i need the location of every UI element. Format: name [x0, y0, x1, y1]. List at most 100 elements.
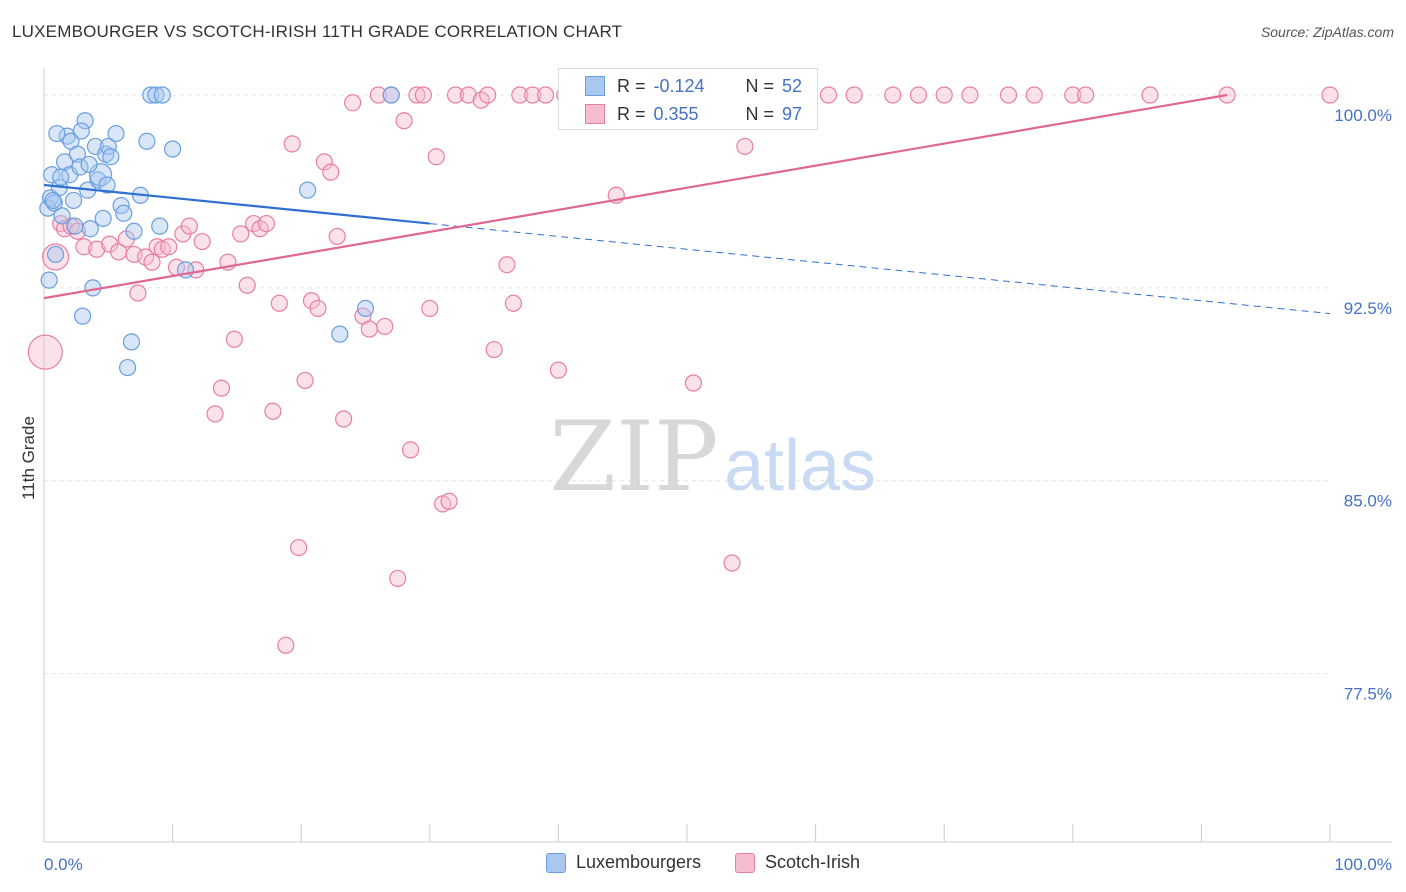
luxembourger-point — [46, 245, 65, 264]
scotch-irish-point — [408, 86, 426, 104]
scotch-irish-point — [1141, 86, 1159, 104]
luxembourger-point — [164, 140, 182, 158]
scotch-irish-point — [193, 232, 211, 251]
scotch-irish-point — [421, 299, 439, 318]
series-legend: Luxembourgers Scotch-Irish — [0, 852, 1406, 873]
r-value: 0.355 — [653, 103, 699, 124]
scotch-irish-point — [909, 86, 928, 104]
luxembourger-point — [99, 137, 117, 156]
scotch-irish-point — [401, 441, 420, 459]
scotch-irish-points — [27, 86, 1339, 654]
scotch-irish-point — [459, 86, 477, 104]
scotch-irish-point — [511, 86, 529, 104]
y-tick-label: 92.5% — [1344, 299, 1392, 318]
luxembourger-point — [125, 222, 143, 240]
luxembourger-point — [382, 86, 400, 104]
x-tick-label: 100.0% — [1334, 855, 1392, 874]
scotch-irish-point — [884, 86, 902, 104]
scotch-irish-point — [498, 256, 516, 274]
legend-item-luxembourgers[interactable]: Luxembourgers — [545, 852, 702, 873]
scotch-irish-trend-line — [43, 93, 1228, 300]
scotch-irish-point — [264, 402, 282, 420]
luxembourger-point — [73, 307, 92, 325]
scotch-irish-point — [315, 153, 333, 171]
scotch-irish-point — [549, 361, 568, 379]
scotch-irish-point — [999, 86, 1018, 104]
scotch-irish-point — [504, 294, 522, 312]
luxembourger-point — [118, 358, 137, 377]
scotch-irish-point — [1077, 86, 1095, 104]
legend-swatch-scotch-irish — [735, 852, 756, 873]
scotch-irish-point — [257, 214, 276, 233]
legend-label-luxembourgers: Luxembourgers — [575, 852, 702, 872]
luxembourger-point — [53, 207, 71, 225]
scotch-irish-point — [536, 86, 555, 104]
legend-label-scotch-irish: Scotch-Irish — [765, 852, 861, 872]
scotch-irish-point — [309, 299, 327, 318]
scotch-irish-point — [296, 371, 314, 390]
r-label: R = — [617, 103, 646, 124]
scotch-irish-point — [88, 240, 106, 258]
r-label: R = — [617, 75, 646, 96]
luxembourger-point — [138, 132, 156, 150]
scotch-irish-point — [143, 253, 161, 271]
luxembourger-point — [94, 209, 112, 228]
scotch-irish-point — [961, 86, 979, 104]
luxembourger-point — [331, 325, 349, 343]
luxembourger-point — [44, 191, 62, 210]
r-value: -0.124 — [653, 75, 705, 96]
luxembourger-point — [147, 86, 165, 104]
n-value: 52 — [782, 75, 803, 96]
luxembourger-point — [102, 148, 120, 166]
luxembourger-trend-line — [43, 183, 430, 225]
scotch-irish-point — [238, 276, 256, 294]
luxembourger-point — [40, 271, 58, 289]
scotch-irish-point — [446, 86, 465, 104]
legend-swatch-luxembourgers — [585, 76, 605, 96]
luxembourger-point — [115, 204, 133, 222]
scotch-irish-point — [277, 636, 295, 654]
luxembourger-points — [39, 86, 400, 377]
scotch-irish-point — [389, 569, 407, 588]
y-tick-label: 100.0% — [1334, 106, 1392, 125]
stats-row-luxembourgers: R = -0.124 N = 52 — [585, 73, 802, 99]
scotch-irish-point — [290, 538, 308, 557]
watermark: ZIP atlas — [549, 401, 876, 513]
scotch-irish-point — [1025, 86, 1043, 104]
y-tick-labels: 100.0% 92.5% 85.0% 77.5% — [1334, 106, 1392, 704]
luxembourger-point — [80, 155, 98, 174]
legend-swatch-luxembourgers — [545, 852, 566, 873]
scotch-irish-point — [935, 86, 953, 104]
chart-title: LUXEMBOURGER VS SCOTCH-IRISH 11TH GRADE … — [12, 22, 623, 41]
luxembourger-point — [68, 145, 87, 163]
luxembourger-trend-extension — [429, 223, 1331, 315]
luxembourger-point — [72, 122, 90, 140]
scotch-irish-point — [180, 217, 198, 235]
luxembourger-point — [48, 124, 66, 143]
watermark-atlas: atlas — [724, 426, 876, 506]
y-tick-label: 85.0% — [1344, 492, 1392, 511]
scotch-irish-point — [232, 225, 250, 243]
luxembourger-point — [81, 220, 99, 238]
stats-row-scotch-irish: R = 0.355 N = 97 — [585, 101, 802, 127]
scotch-irish-point — [819, 86, 838, 104]
scotch-irish-point — [1064, 86, 1082, 104]
scotch-irish-point — [328, 227, 346, 246]
scotch-irish-point — [376, 317, 394, 336]
legend-item-scotch-irish[interactable]: Scotch-Irish — [735, 852, 860, 873]
chart-source: Source: ZipAtlas.com — [1260, 24, 1394, 40]
y-tick-label: 77.5% — [1344, 685, 1392, 704]
scotch-irish-point — [335, 410, 353, 428]
scotch-irish-point — [344, 94, 362, 112]
scotch-irish-point — [414, 86, 432, 104]
scotch-irish-point — [427, 148, 445, 166]
scotch-irish-point — [283, 135, 301, 153]
luxembourger-point — [76, 112, 94, 130]
luxembourger-point — [122, 333, 141, 351]
scotch-irish-point — [129, 284, 147, 302]
n-label: N = — [745, 75, 775, 96]
scotch-irish-point — [369, 86, 387, 104]
luxembourger-point — [107, 124, 125, 143]
x-tick-label: 0.0% — [44, 855, 83, 874]
scotch-irish-point — [440, 492, 458, 510]
